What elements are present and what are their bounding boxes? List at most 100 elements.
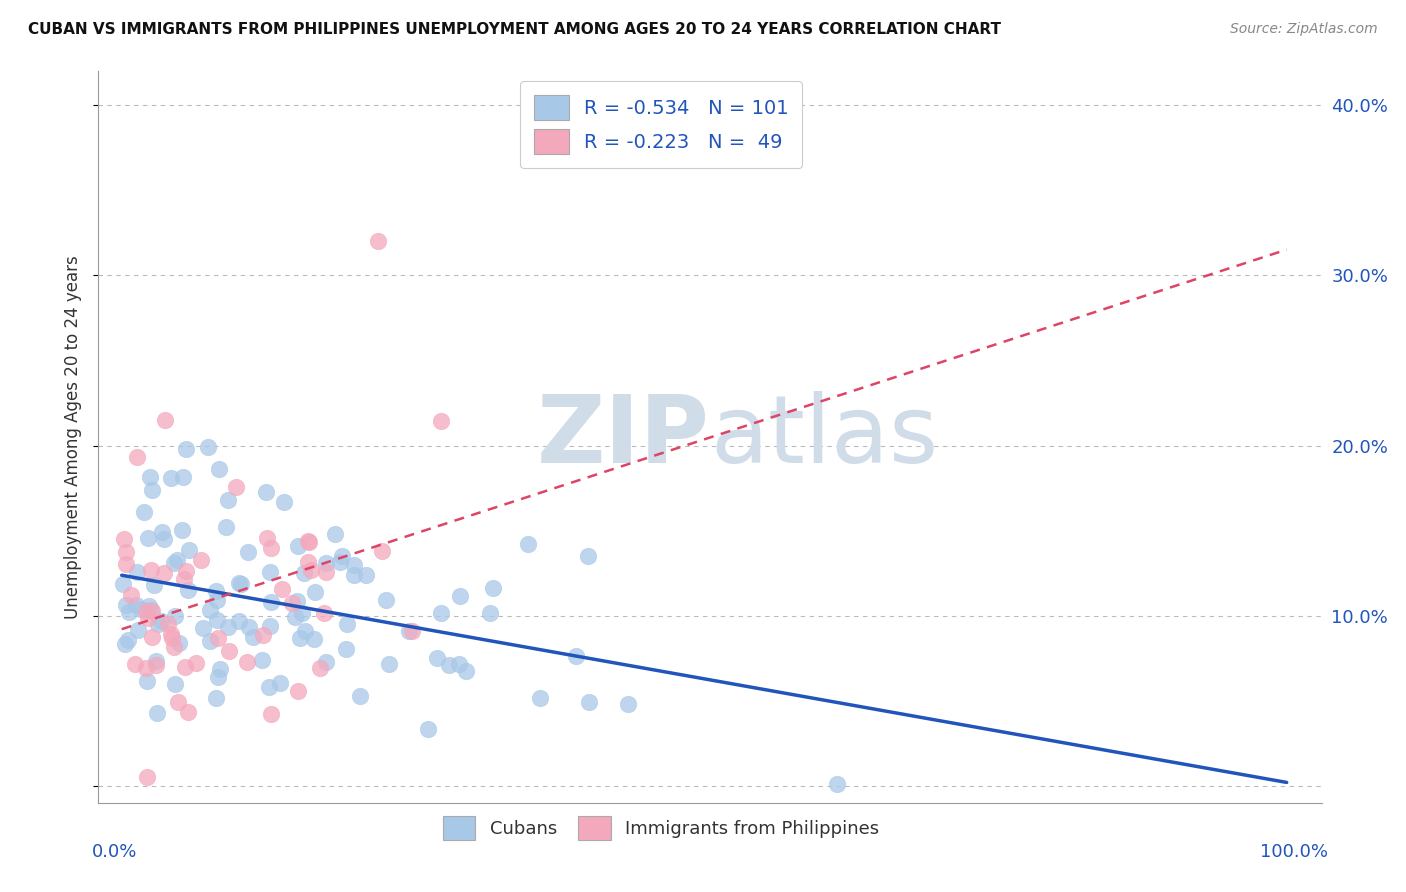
Point	[127, 565, 149, 579]
Point	[401, 624, 423, 638]
Point	[172, 523, 194, 537]
Text: atlas: atlas	[710, 391, 938, 483]
Point	[205, 690, 228, 705]
Point	[304, 632, 326, 646]
Point	[336, 617, 359, 632]
Point	[136, 770, 159, 784]
Point	[117, 633, 139, 648]
Point	[269, 676, 291, 690]
Point	[198, 633, 221, 648]
Point	[152, 524, 174, 539]
Point	[285, 594, 308, 608]
Y-axis label: Unemployment Among Ages 20 to 24 years: Unemployment Among Ages 20 to 24 years	[65, 255, 83, 619]
Point	[139, 563, 162, 577]
Point	[287, 684, 309, 698]
Point	[367, 235, 389, 249]
Point	[290, 607, 312, 621]
Point	[139, 603, 162, 617]
Legend: Cubans, Immigrants from Philippines: Cubans, Immigrants from Philippines	[433, 807, 889, 848]
Point	[349, 689, 371, 703]
Point	[198, 603, 221, 617]
Point	[177, 582, 200, 597]
Point	[257, 680, 280, 694]
Point	[167, 636, 190, 650]
Point	[156, 617, 179, 632]
Point	[118, 605, 141, 619]
Point	[238, 620, 260, 634]
Point	[197, 440, 219, 454]
Point	[259, 566, 281, 580]
Point	[297, 555, 319, 569]
Point	[215, 520, 238, 534]
Point	[578, 695, 600, 709]
Point	[323, 527, 346, 541]
Point	[529, 690, 551, 705]
Point	[329, 555, 352, 569]
Text: ZIP: ZIP	[537, 391, 710, 483]
Point	[238, 545, 260, 559]
Point	[139, 470, 162, 484]
Point	[617, 697, 640, 711]
Point	[298, 534, 321, 549]
Point	[179, 542, 201, 557]
Point	[174, 660, 197, 674]
Point	[315, 556, 337, 570]
Point	[136, 532, 159, 546]
Point	[292, 566, 315, 581]
Point	[146, 706, 169, 720]
Point	[430, 413, 453, 427]
Point	[160, 631, 183, 645]
Point	[125, 450, 148, 465]
Point	[163, 677, 186, 691]
Point	[335, 641, 357, 656]
Point	[825, 777, 848, 791]
Point	[134, 505, 156, 519]
Point	[254, 485, 277, 500]
Point	[256, 531, 278, 545]
Point	[565, 648, 588, 663]
Point	[299, 563, 322, 577]
Point	[207, 592, 229, 607]
Point	[297, 533, 319, 548]
Point	[145, 654, 167, 668]
Point	[124, 657, 146, 672]
Point	[260, 595, 283, 609]
Point	[166, 695, 188, 709]
Point	[374, 593, 396, 607]
Text: CUBAN VS IMMIGRANTS FROM PHILIPPINES UNEMPLOYMENT AMONG AGES 20 TO 24 YEARS CORR: CUBAN VS IMMIGRANTS FROM PHILIPPINES UNE…	[28, 22, 1001, 37]
Point	[207, 670, 229, 684]
Point	[138, 599, 160, 613]
Point	[252, 628, 274, 642]
Point	[141, 483, 163, 498]
Point	[114, 637, 136, 651]
Point	[308, 660, 330, 674]
Point	[207, 631, 229, 645]
Point	[218, 644, 240, 658]
Point	[136, 673, 159, 688]
Point	[437, 658, 460, 673]
Point	[252, 653, 274, 667]
Point	[330, 549, 353, 564]
Point	[114, 545, 136, 559]
Point	[294, 624, 316, 639]
Point	[112, 532, 135, 546]
Point	[281, 596, 304, 610]
Point	[129, 602, 152, 616]
Point	[135, 661, 157, 675]
Point	[111, 576, 134, 591]
Point	[456, 664, 478, 678]
Point	[418, 723, 440, 737]
Point	[207, 613, 229, 627]
Point	[163, 609, 186, 624]
Point	[217, 492, 239, 507]
Point	[152, 532, 174, 546]
Point	[259, 707, 281, 722]
Point	[160, 627, 183, 641]
Point	[449, 589, 471, 603]
Point	[174, 442, 197, 456]
Point	[173, 573, 195, 587]
Point	[426, 651, 449, 665]
Point	[208, 462, 231, 476]
Point	[184, 656, 207, 670]
Point	[208, 662, 231, 676]
